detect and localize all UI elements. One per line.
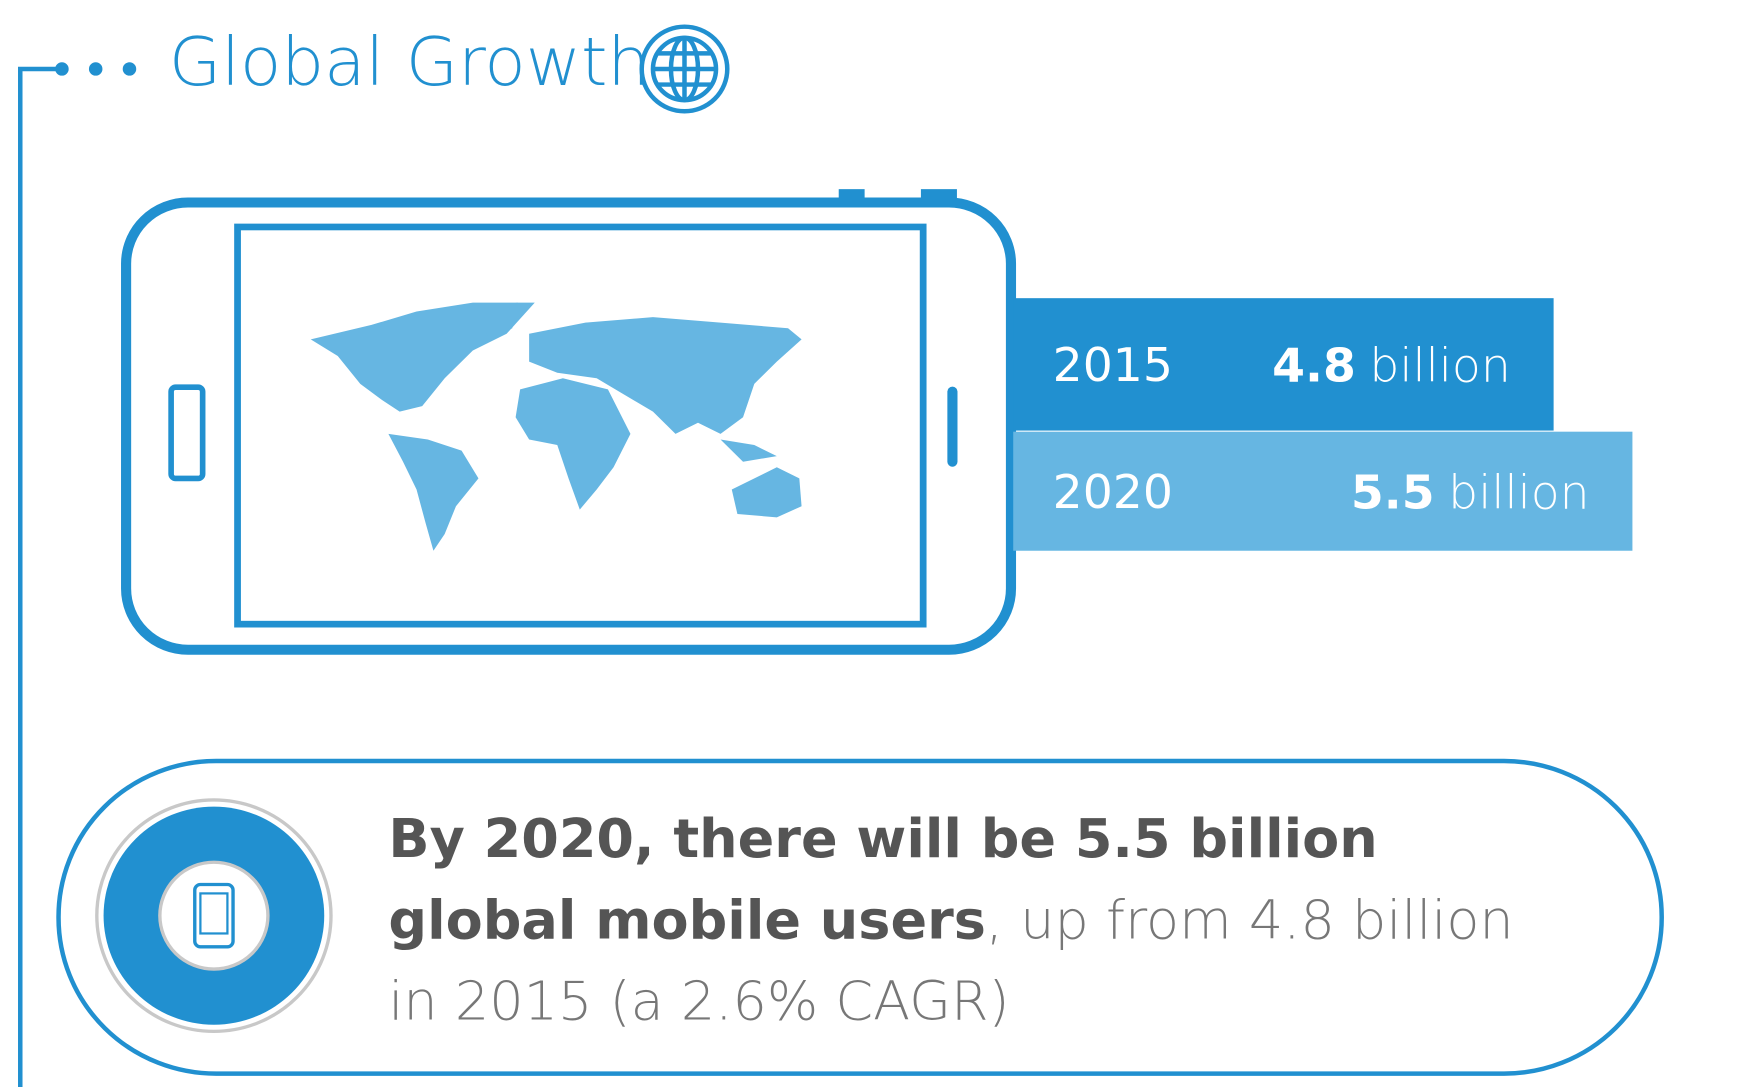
value-label: 5.5 billion [1351, 465, 1590, 520]
year-label: 2015 [1053, 339, 1173, 394]
callout-box [56, 758, 1664, 1076]
callout-rest: , up from 4.8 billion [986, 888, 1514, 951]
world-map [310, 302, 802, 551]
callout-text: By 2020, there will be 5.5 billion [388, 807, 1377, 870]
value-unit: billion [1448, 465, 1589, 520]
value-unit: billion [1369, 339, 1510, 394]
dot [122, 62, 137, 76]
bar [1013, 431, 1633, 551]
dot [88, 62, 103, 76]
bar [1013, 298, 1554, 431]
title: Global Growth [169, 24, 650, 102]
year-label: 2020 [1053, 465, 1173, 520]
connector-line [18, 66, 57, 1087]
callout-text: global mobile users, up from 4.8 billion [388, 888, 1513, 951]
dot [55, 62, 69, 76]
value-number: 4.8 [1272, 339, 1356, 394]
globe-icon [639, 24, 730, 114]
value-label: 4.8 billion [1272, 339, 1511, 394]
mobile-icon [95, 798, 333, 1034]
callout-bold: global mobile users [388, 888, 986, 951]
callout-text: in 2015 (a 2.6% CAGR) [388, 970, 1009, 1033]
value-number: 5.5 [1351, 465, 1435, 520]
